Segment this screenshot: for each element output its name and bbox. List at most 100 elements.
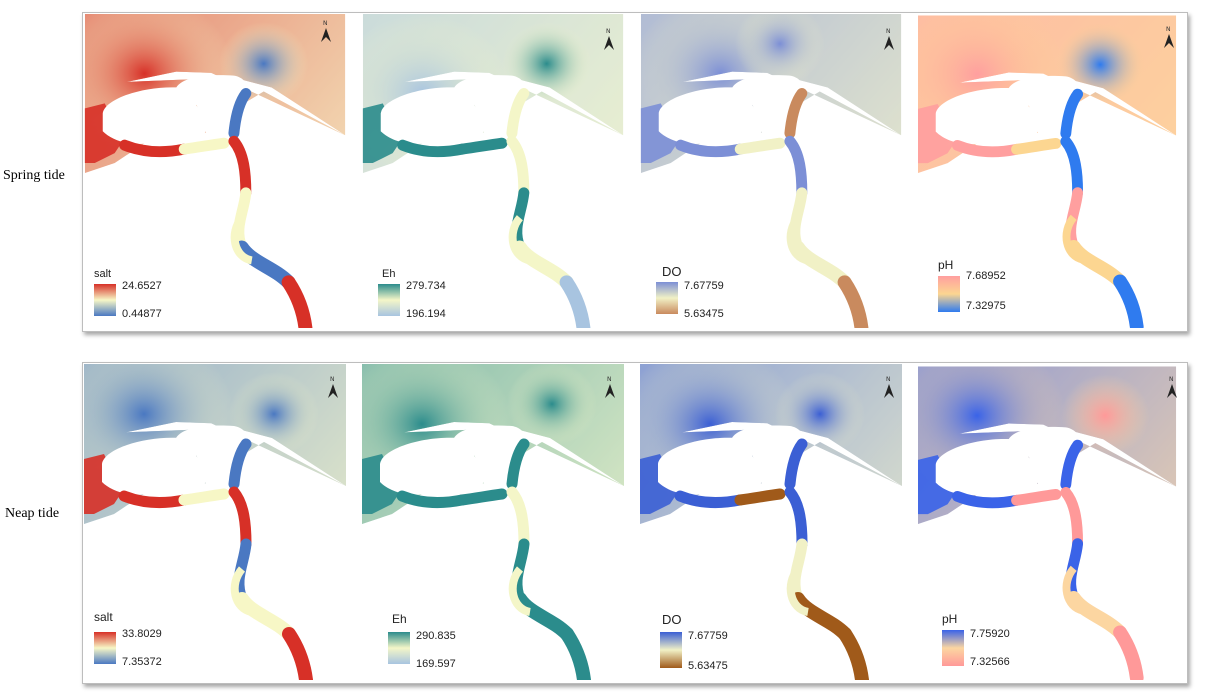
legend-max-value: 24.6527 (122, 280, 162, 292)
legend-neap-eh: Eh 290.835 169.597 (388, 612, 478, 674)
river-segment (838, 627, 869, 680)
bay-region (84, 454, 124, 514)
legend-color-bar (94, 632, 116, 664)
river-segment (178, 488, 230, 506)
river-segment (396, 490, 468, 509)
river-segment (1113, 274, 1144, 328)
map-neap-eh (362, 364, 634, 680)
map-spring-do (640, 14, 912, 328)
legend-spring-do: DO 7.67759 5.63475 (656, 264, 746, 328)
river-segment (951, 139, 1022, 158)
river-segment (784, 486, 808, 550)
river-segment (1060, 439, 1084, 490)
legend-color-bar (388, 632, 410, 664)
river-segment (791, 592, 852, 641)
legend-title: Eh (392, 612, 407, 626)
map-spring-ph (918, 14, 1186, 328)
river-segment (1011, 137, 1062, 155)
island-main (935, 88, 1038, 145)
river-segment (560, 627, 591, 680)
river-segment (456, 137, 508, 155)
river-segment (506, 438, 530, 490)
legend-spring-salt: salt 24.6527 0.44877 (94, 268, 184, 328)
river-segment (837, 275, 869, 328)
legend-color-bar (660, 632, 682, 668)
bay-region (640, 454, 680, 514)
north-arrow-icon: N (603, 376, 617, 400)
river-segment (234, 240, 296, 290)
row-label-neap-tide: Neap tide (5, 506, 60, 521)
legend-neap-do: DO 7.67759 5.63475 (660, 612, 750, 676)
river-segment (118, 490, 190, 509)
river-segment (506, 88, 530, 139)
river-loop (508, 566, 532, 616)
legend-spring-ph: pH 7.68952 7.32975 (938, 258, 1028, 322)
island-main (102, 437, 206, 495)
bay-region (362, 454, 402, 514)
map-neap-salt (84, 364, 356, 680)
legend-color-bar (942, 630, 964, 666)
river-segment (790, 240, 852, 290)
legend-color-bar (378, 284, 400, 316)
river-segment (674, 490, 746, 509)
legend-min-value: 169.597 (416, 658, 456, 670)
legend-title: pH (938, 258, 954, 272)
legend-title: pH (942, 612, 958, 626)
island-main (658, 87, 762, 145)
bay-region (84, 103, 125, 164)
river-segment (397, 139, 468, 158)
river-segment (1060, 136, 1084, 199)
bay-region (640, 103, 681, 164)
legend-title: DO (662, 264, 682, 279)
river-segment (456, 488, 508, 506)
river-loop (1062, 214, 1085, 264)
map-spring-salt (84, 14, 356, 328)
north-arrow-icon: N (882, 376, 896, 400)
map-spring-eh (362, 14, 634, 328)
river-segment (506, 135, 530, 199)
bay-region (918, 455, 958, 515)
river-segment (1113, 625, 1144, 680)
river-loop (786, 566, 810, 616)
legend-min-value: 0.44877 (122, 308, 162, 320)
legend-title: DO (662, 612, 682, 627)
river-segment (228, 135, 252, 199)
legend-min-value: 5.63475 (688, 660, 728, 672)
legend-min-value: 5.63475 (684, 308, 724, 320)
river-segment (119, 139, 190, 158)
river-segment (228, 438, 252, 490)
river-segment (1060, 88, 1084, 139)
map-neap-ph (918, 364, 1186, 680)
island-main (380, 87, 484, 145)
legend-color-bar (938, 276, 960, 312)
legend-max-value: 7.68952 (966, 270, 1006, 282)
river-segment (734, 488, 786, 506)
legend-neap-ph: pH 7.75920 7.32566 (942, 612, 1032, 676)
legend-min-value: 7.32566 (970, 656, 1010, 668)
river-segment (1066, 239, 1127, 289)
river-segment (784, 438, 808, 490)
river-segment (951, 490, 1022, 509)
legend-title: salt (94, 610, 113, 624)
legend-color-bar (94, 284, 116, 316)
river-segment (1011, 488, 1062, 506)
river-segment (235, 592, 296, 641)
river-segment (1066, 590, 1127, 640)
north-arrow-icon: N (319, 20, 333, 44)
north-arrow-icon: N (326, 376, 340, 400)
island-main (935, 439, 1038, 496)
bay-region (362, 103, 403, 164)
legend-title: Eh (382, 268, 396, 280)
legend-min-value: 7.32975 (966, 300, 1006, 312)
river-segment (178, 137, 230, 155)
river-segment (675, 139, 746, 158)
north-arrow-icon: N (882, 28, 896, 52)
river-segment (228, 88, 252, 139)
legend-min-value: 196.194 (406, 308, 446, 320)
row-label-spring-tide: Spring tide (3, 168, 65, 183)
river-loop (786, 215, 810, 265)
north-arrow-icon: N (1165, 376, 1179, 400)
legend-max-value: 279.734 (406, 280, 446, 292)
river-segment (784, 88, 808, 139)
legend-max-value: 7.75920 (970, 628, 1010, 640)
